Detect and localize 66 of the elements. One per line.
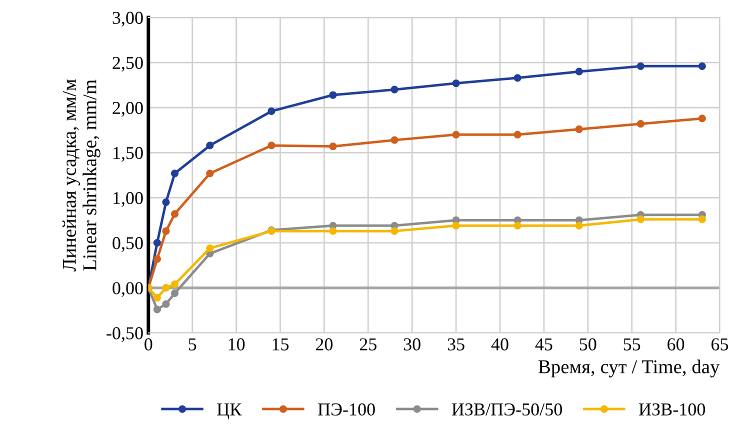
point — [162, 284, 170, 292]
y-tick-label: 0,00 — [112, 282, 143, 297]
point — [170, 210, 179, 218]
y-tick-label: 2,50 — [112, 56, 143, 72]
point — [575, 222, 583, 230]
x-tick-label: 60 — [668, 338, 684, 350]
x-tick-label: 5 — [188, 338, 196, 350]
point — [268, 142, 276, 150]
x-tick-label: 30 — [404, 338, 420, 350]
y-axis-title: Линейная усадка, мм/м Linear shrinkage, mm/m — [62, 79, 100, 272]
point — [170, 280, 179, 288]
x-tick-label: 20 — [316, 338, 333, 350]
x-tick-label: 55 — [624, 338, 640, 350]
x-tick-label: 40 — [491, 338, 508, 350]
point — [514, 74, 522, 82]
point — [390, 86, 398, 94]
point — [153, 306, 162, 314]
point — [162, 198, 170, 206]
legend-label: ЦК — [217, 404, 242, 420]
point — [170, 170, 179, 178]
point — [162, 227, 170, 235]
point — [206, 142, 214, 150]
y-tick-label: 2,00 — [112, 102, 143, 117]
x-tick-label: 50 — [580, 338, 596, 350]
y-tick-label: 0,50 — [112, 237, 143, 252]
point — [206, 244, 214, 252]
point — [698, 114, 706, 122]
legend-label: ПЭ-100 — [318, 403, 375, 416]
point — [329, 142, 337, 150]
point — [575, 125, 583, 134]
y-tick-label: 3,00 — [112, 12, 143, 27]
point — [698, 62, 706, 70]
point — [162, 300, 170, 308]
x-tick-label: 0 — [144, 338, 152, 350]
point — [452, 130, 460, 138]
point — [153, 294, 162, 302]
x-axis-title: Время, сут / Time, day — [538, 360, 720, 378]
point — [329, 227, 337, 235]
point — [636, 62, 644, 70]
legend-label: ИЗВ/ПЭ-50/50 — [452, 403, 562, 416]
point — [698, 216, 706, 224]
point — [636, 216, 644, 224]
x-tick-label: 25 — [360, 338, 376, 350]
point — [636, 120, 644, 128]
point — [153, 255, 162, 263]
point — [390, 227, 398, 235]
point — [268, 107, 276, 116]
point — [329, 91, 337, 99]
y-tick-label: 1,00 — [114, 192, 143, 207]
point — [452, 222, 460, 230]
point — [575, 68, 583, 76]
point — [452, 79, 460, 88]
x-tick-label: 65 — [711, 338, 728, 350]
x-tick-label: 10 — [228, 338, 245, 350]
legend-label: ИЗВ-100 — [639, 403, 706, 416]
x-tick-label: 15 — [272, 338, 289, 350]
x-tick-label: 45 — [535, 338, 552, 350]
y-tick-label: -0,50 — [106, 327, 143, 342]
point — [514, 130, 522, 138]
point — [153, 238, 162, 247]
point — [206, 170, 214, 178]
point — [514, 222, 522, 230]
y-tick-label: 1,50 — [114, 146, 143, 162]
point — [170, 289, 179, 298]
x-tick-label: 35 — [448, 338, 464, 350]
point — [390, 136, 398, 144]
